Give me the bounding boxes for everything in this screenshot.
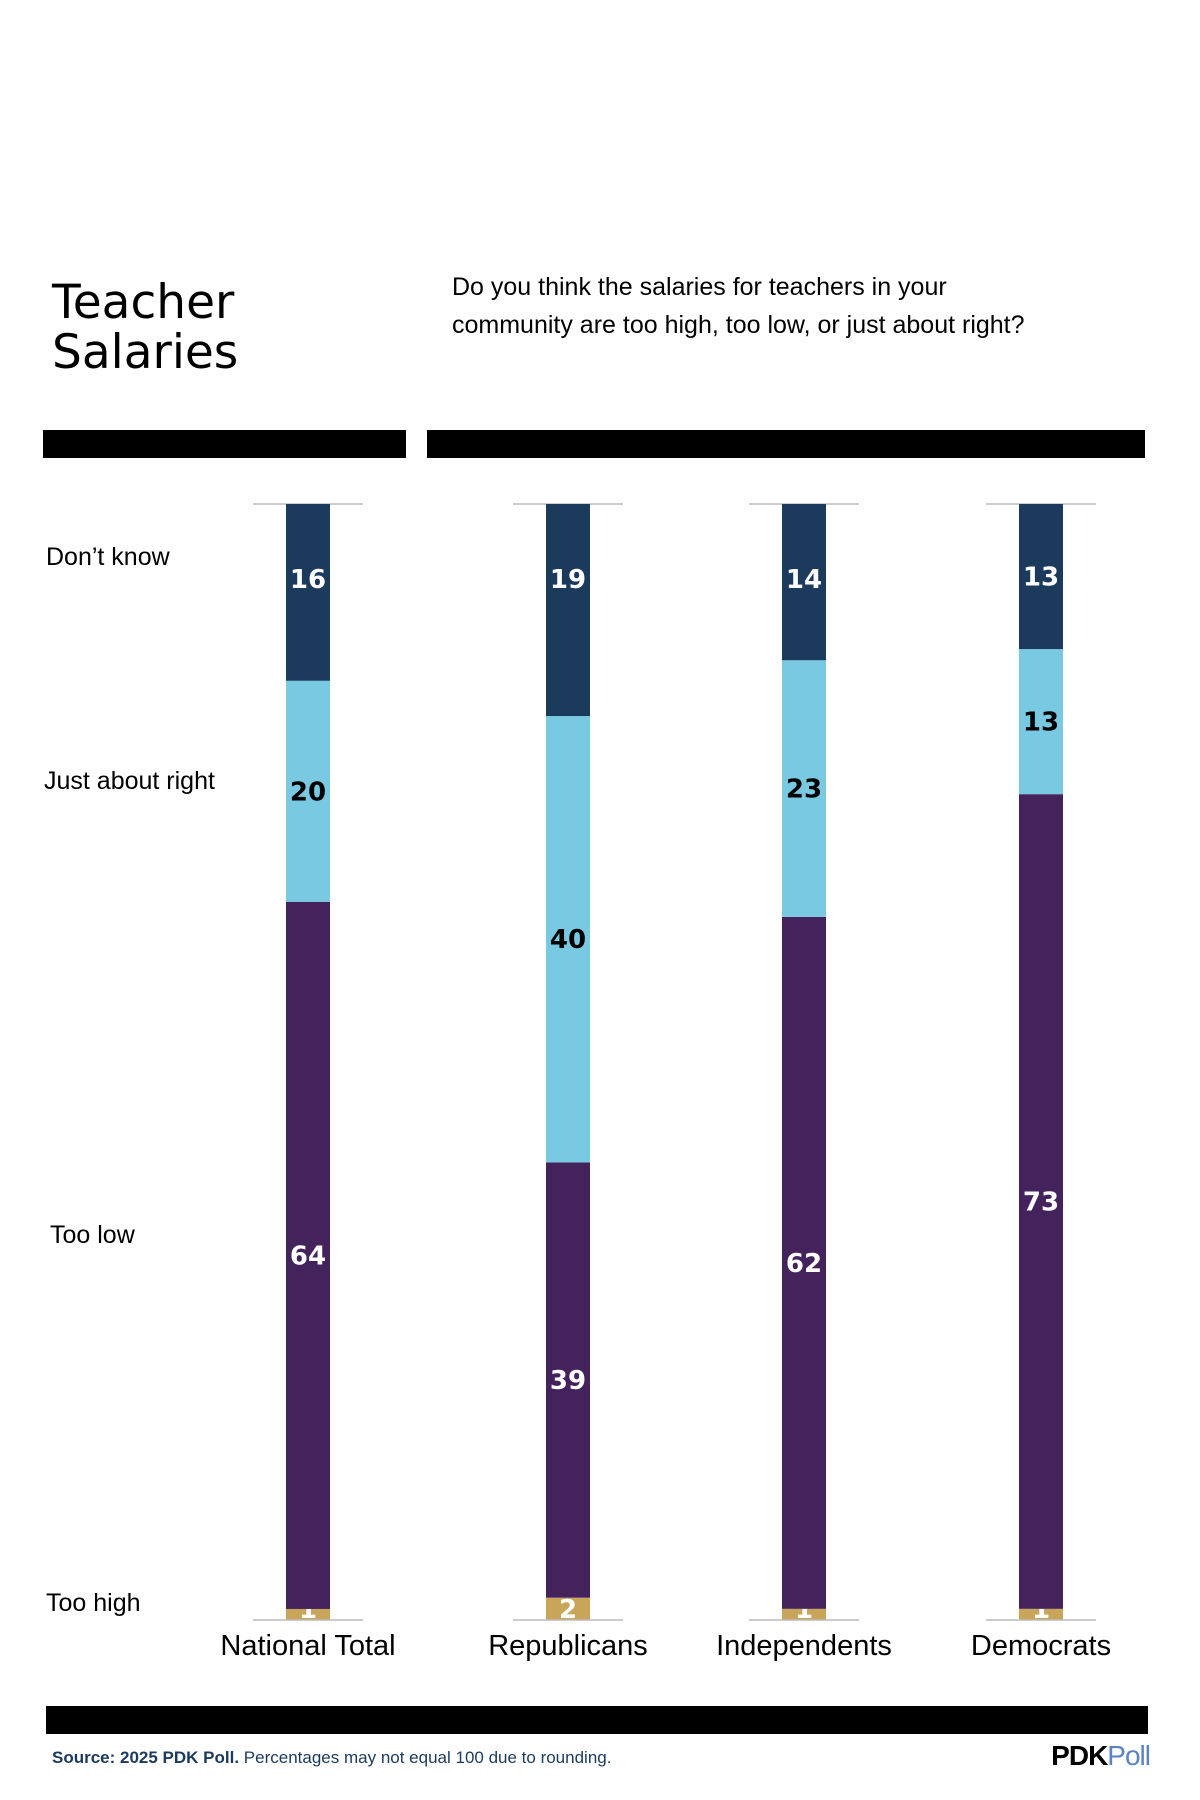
bar-segment (782, 916, 826, 1609)
header-rule-left (43, 430, 406, 458)
group-label: Republicans (488, 1630, 648, 1662)
legend-label-dont-know: Don’t know (46, 543, 170, 571)
bar-segment (1019, 1608, 1063, 1620)
bar-segment (782, 504, 826, 661)
bar-segment (546, 504, 590, 717)
bar-segment (286, 504, 330, 681)
data-label: 73 (1023, 1188, 1059, 1218)
data-label: 23 (786, 775, 822, 805)
header-rule-right (427, 430, 1145, 458)
legend-label-just-about-right: Just about right (44, 767, 215, 795)
group-label: National Total (220, 1630, 396, 1662)
bar-segment (546, 1162, 590, 1598)
data-label: 19 (550, 565, 586, 595)
data-label: 39 (550, 1366, 586, 1396)
group-label: Independents (716, 1630, 892, 1662)
bar-segment (286, 901, 330, 1609)
data-label: 64 (290, 1241, 326, 1271)
data-label: 13 (1023, 708, 1059, 738)
data-label: 40 (550, 925, 586, 955)
bar-segment (1019, 649, 1063, 795)
data-label: 62 (786, 1249, 822, 1279)
bar-segment (286, 1608, 330, 1620)
source-note: Source: 2025 PDK Poll. Percentages may n… (52, 1748, 611, 1768)
bar-segment (546, 716, 590, 1163)
data-label: 13 (1023, 563, 1059, 593)
chart-title: Teacher Salaries (52, 275, 239, 380)
legend-label-too-low: Too low (50, 1221, 135, 1249)
footer-rule (46, 1706, 1148, 1734)
source-label: Source: 2025 PDK Poll. (52, 1748, 240, 1767)
chart-subtitle: Do you think the salaries for teachers i… (452, 273, 1025, 339)
legend-label-too-high: Too high (46, 1589, 141, 1617)
bar-segment (286, 680, 330, 902)
data-label: 2 (559, 1595, 577, 1625)
data-label: 20 (290, 777, 326, 807)
source-text: Percentages may not equal 100 due to rou… (239, 1748, 612, 1767)
data-label: 14 (786, 565, 822, 595)
bar-segment (782, 1608, 826, 1620)
pdk-poll-logo: PDKPoll (1051, 1740, 1151, 1771)
bar-segment (782, 660, 826, 917)
data-label: 16 (290, 565, 326, 595)
group-label: Democrats (970, 1630, 1112, 1662)
bar-segment (546, 1597, 590, 1620)
bar-segment (1019, 504, 1063, 650)
bar-segment (1019, 794, 1063, 1609)
